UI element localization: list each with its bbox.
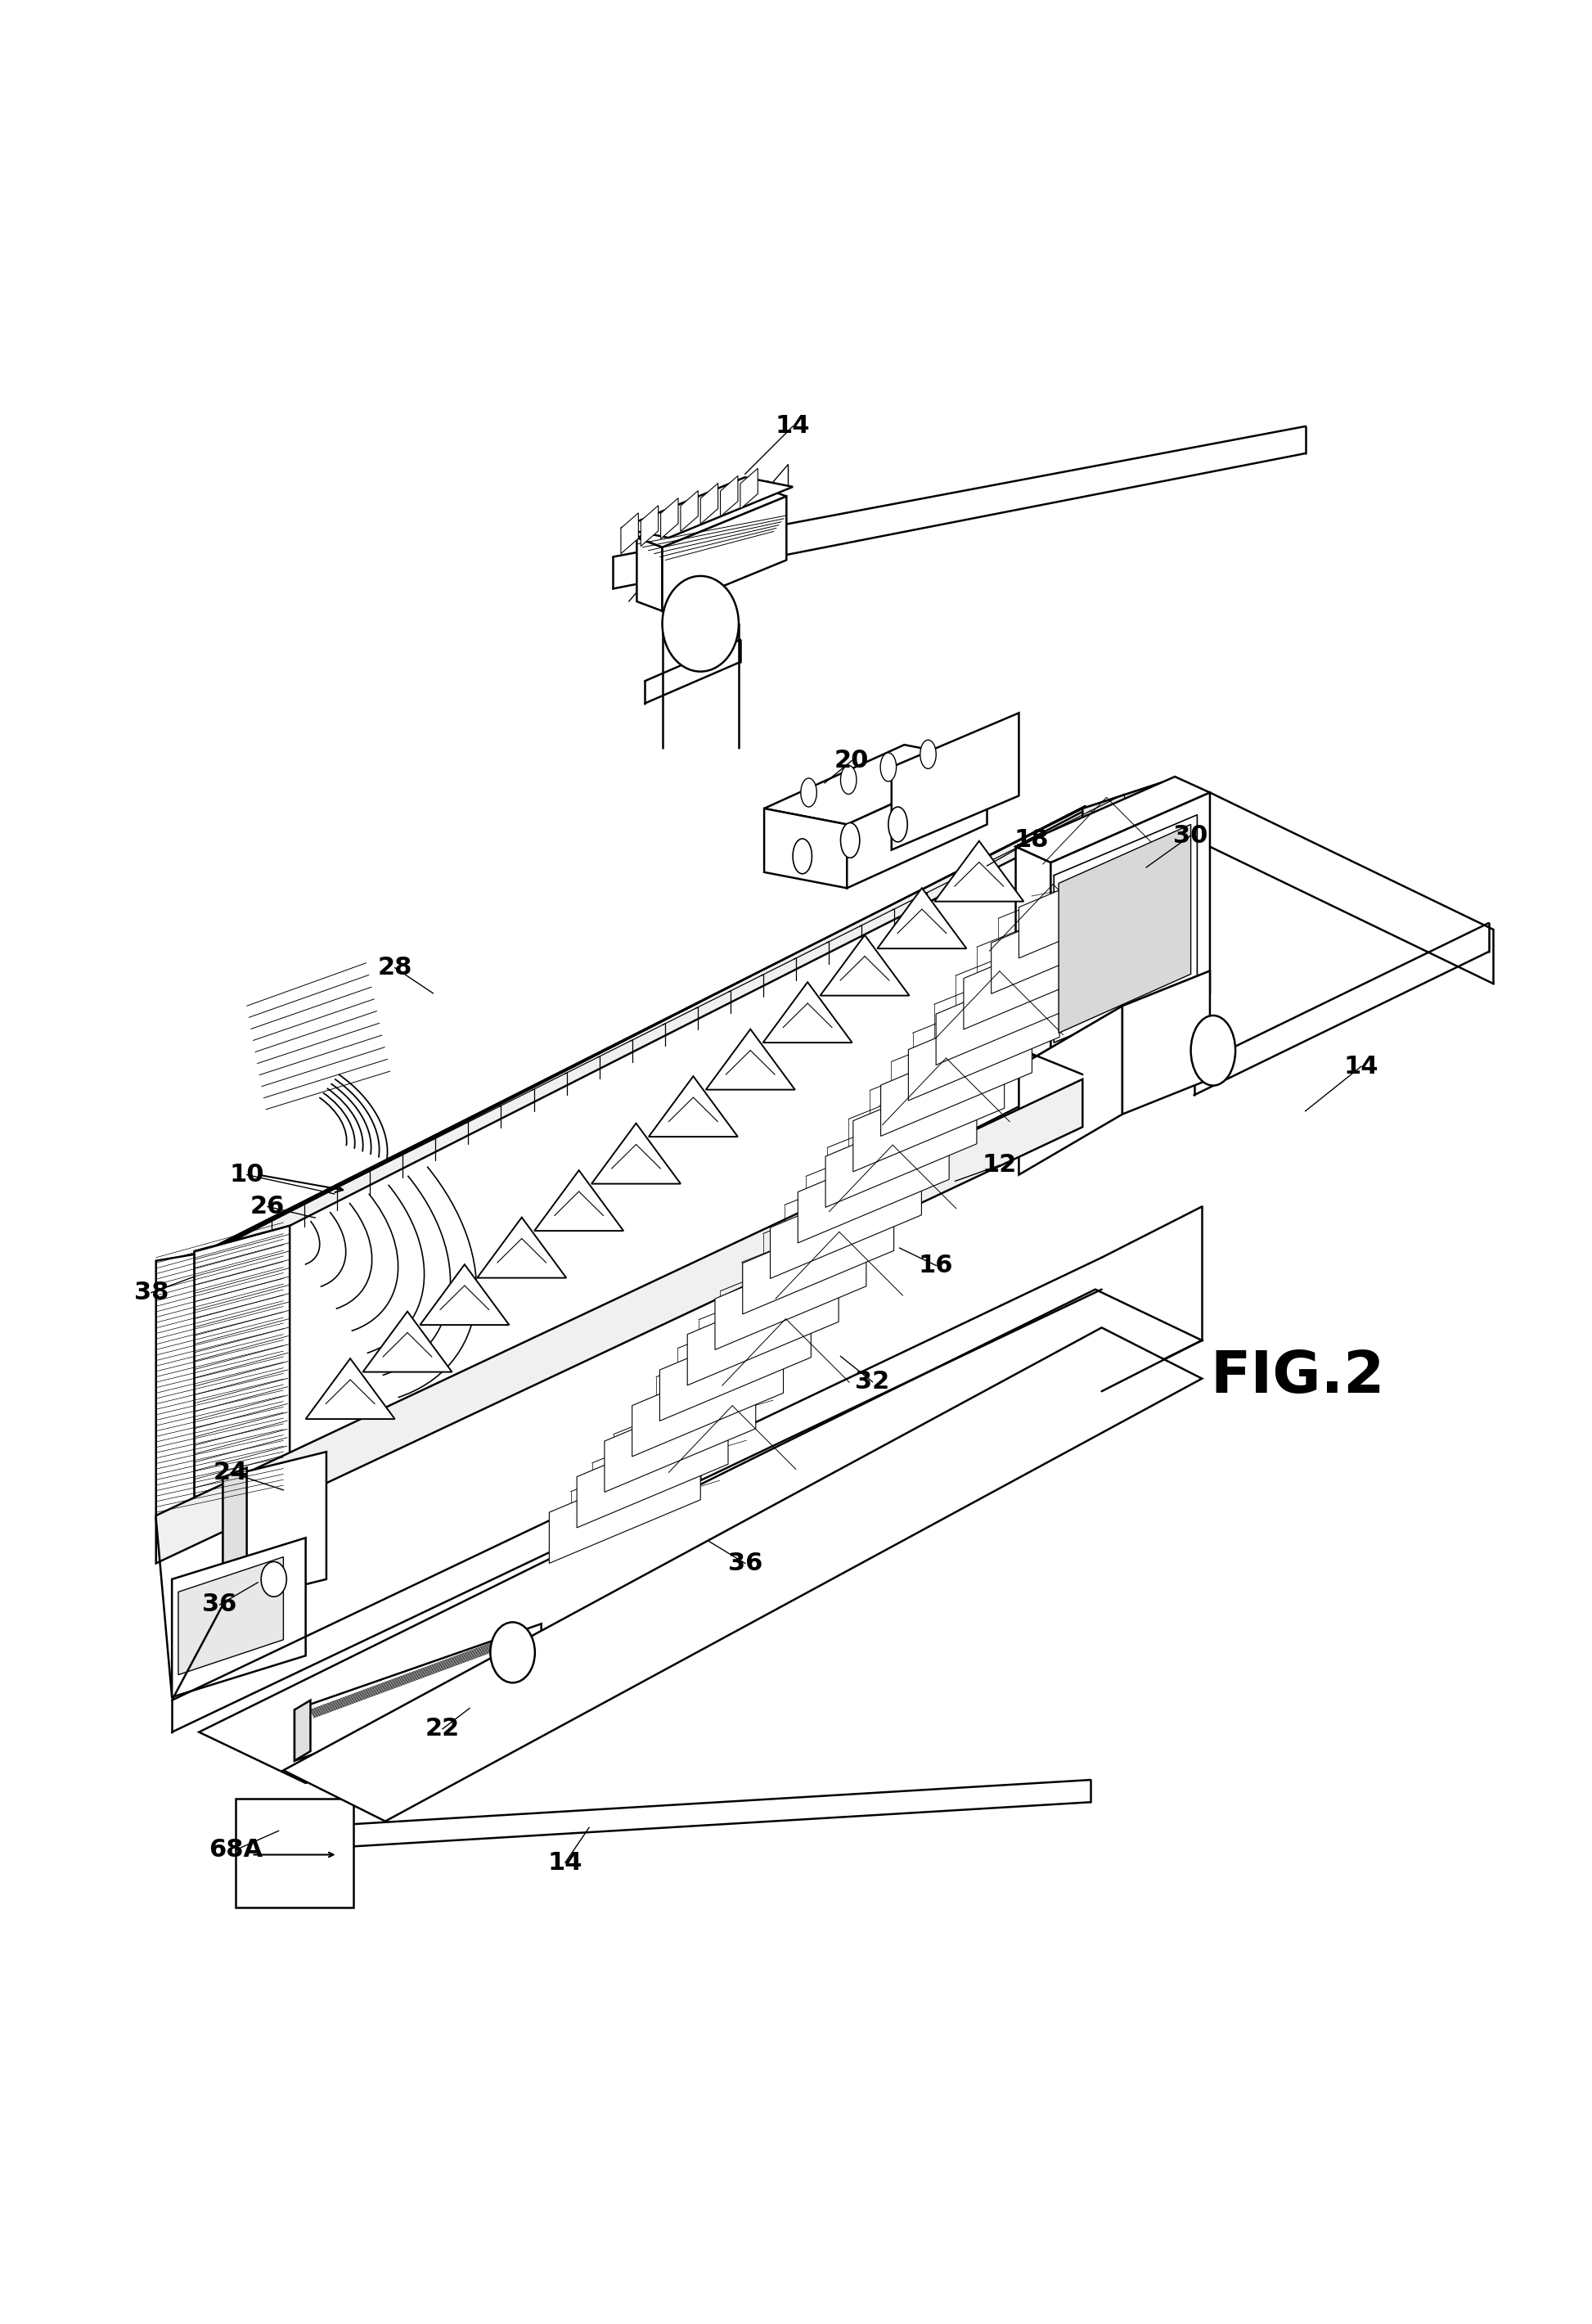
Polygon shape <box>363 1311 452 1371</box>
Polygon shape <box>909 985 1060 1102</box>
Text: 20: 20 <box>834 748 869 772</box>
Polygon shape <box>478 1218 567 1278</box>
Polygon shape <box>820 934 909 995</box>
Polygon shape <box>199 809 1083 1520</box>
Polygon shape <box>798 1129 949 1243</box>
Polygon shape <box>535 1171 624 1232</box>
Ellipse shape <box>793 839 812 874</box>
Polygon shape <box>771 1164 922 1278</box>
Text: 14: 14 <box>1344 1055 1379 1078</box>
Polygon shape <box>236 1799 353 1908</box>
Polygon shape <box>1019 844 1170 957</box>
Polygon shape <box>420 1264 509 1325</box>
Polygon shape <box>662 497 786 611</box>
Text: 14: 14 <box>548 1850 583 1875</box>
Polygon shape <box>715 1236 866 1350</box>
Text: 28: 28 <box>377 955 412 981</box>
Polygon shape <box>688 1271 839 1385</box>
Polygon shape <box>764 809 847 888</box>
Polygon shape <box>1122 971 1210 1113</box>
Text: 36: 36 <box>202 1592 237 1618</box>
Polygon shape <box>992 878 1143 995</box>
Polygon shape <box>549 1448 700 1564</box>
Polygon shape <box>853 1057 1005 1171</box>
Polygon shape <box>1016 776 1210 862</box>
Polygon shape <box>847 760 987 888</box>
Polygon shape <box>172 1538 306 1697</box>
Polygon shape <box>740 469 758 509</box>
Ellipse shape <box>1191 1016 1235 1085</box>
Ellipse shape <box>801 779 817 806</box>
Polygon shape <box>605 1378 756 1492</box>
Polygon shape <box>199 781 1170 1255</box>
Polygon shape <box>877 888 966 948</box>
Polygon shape <box>763 983 852 1043</box>
Text: 14: 14 <box>775 414 810 439</box>
Polygon shape <box>156 1078 1083 1564</box>
Polygon shape <box>642 507 659 546</box>
Ellipse shape <box>490 1622 535 1683</box>
Polygon shape <box>156 1255 194 1518</box>
Polygon shape <box>1083 781 1170 1074</box>
Polygon shape <box>826 1092 977 1208</box>
Polygon shape <box>592 1122 681 1183</box>
Text: 68A: 68A <box>209 1838 263 1862</box>
Text: 12: 12 <box>982 1153 1017 1176</box>
Ellipse shape <box>880 753 896 781</box>
Polygon shape <box>764 744 987 825</box>
Polygon shape <box>936 951 1087 1064</box>
Polygon shape <box>720 476 739 516</box>
Polygon shape <box>637 537 662 611</box>
Polygon shape <box>661 497 678 539</box>
Polygon shape <box>892 713 1019 851</box>
Text: 32: 32 <box>855 1369 890 1394</box>
Polygon shape <box>648 1076 737 1136</box>
Polygon shape <box>681 490 697 532</box>
Polygon shape <box>306 1360 395 1420</box>
Text: 38: 38 <box>134 1281 169 1304</box>
Polygon shape <box>223 1469 247 1604</box>
Polygon shape <box>1016 846 1051 1064</box>
Ellipse shape <box>888 806 907 841</box>
Polygon shape <box>223 1452 326 1604</box>
Text: 16: 16 <box>919 1253 954 1278</box>
Ellipse shape <box>662 576 739 672</box>
Ellipse shape <box>261 1562 287 1597</box>
Polygon shape <box>295 1624 541 1762</box>
Polygon shape <box>621 514 638 553</box>
Text: FIG.2: FIG.2 <box>1210 1348 1385 1406</box>
Polygon shape <box>637 486 786 548</box>
Polygon shape <box>283 1327 1202 1822</box>
Polygon shape <box>935 841 1024 902</box>
Text: 18: 18 <box>1014 827 1049 853</box>
Ellipse shape <box>920 739 936 769</box>
Polygon shape <box>632 1341 783 1457</box>
Polygon shape <box>742 1199 893 1313</box>
Polygon shape <box>178 1557 283 1676</box>
Text: 10: 10 <box>229 1162 264 1188</box>
Text: 26: 26 <box>250 1195 285 1218</box>
Polygon shape <box>194 1225 290 1515</box>
Polygon shape <box>705 1030 794 1090</box>
Polygon shape <box>295 1701 310 1762</box>
Text: 36: 36 <box>728 1552 763 1576</box>
Polygon shape <box>199 1290 1202 1783</box>
Polygon shape <box>963 916 1114 1030</box>
Text: 24: 24 <box>213 1462 248 1485</box>
Polygon shape <box>1059 825 1191 1032</box>
Ellipse shape <box>841 823 860 858</box>
Polygon shape <box>1051 792 1210 1064</box>
Text: 30: 30 <box>1173 823 1208 848</box>
Polygon shape <box>576 1413 728 1527</box>
Polygon shape <box>1019 971 1210 1067</box>
Polygon shape <box>621 476 793 537</box>
Ellipse shape <box>841 765 856 795</box>
Polygon shape <box>1019 1006 1122 1174</box>
Polygon shape <box>659 1306 810 1420</box>
Polygon shape <box>880 1023 1032 1136</box>
Polygon shape <box>700 483 718 523</box>
Text: 22: 22 <box>425 1717 460 1741</box>
